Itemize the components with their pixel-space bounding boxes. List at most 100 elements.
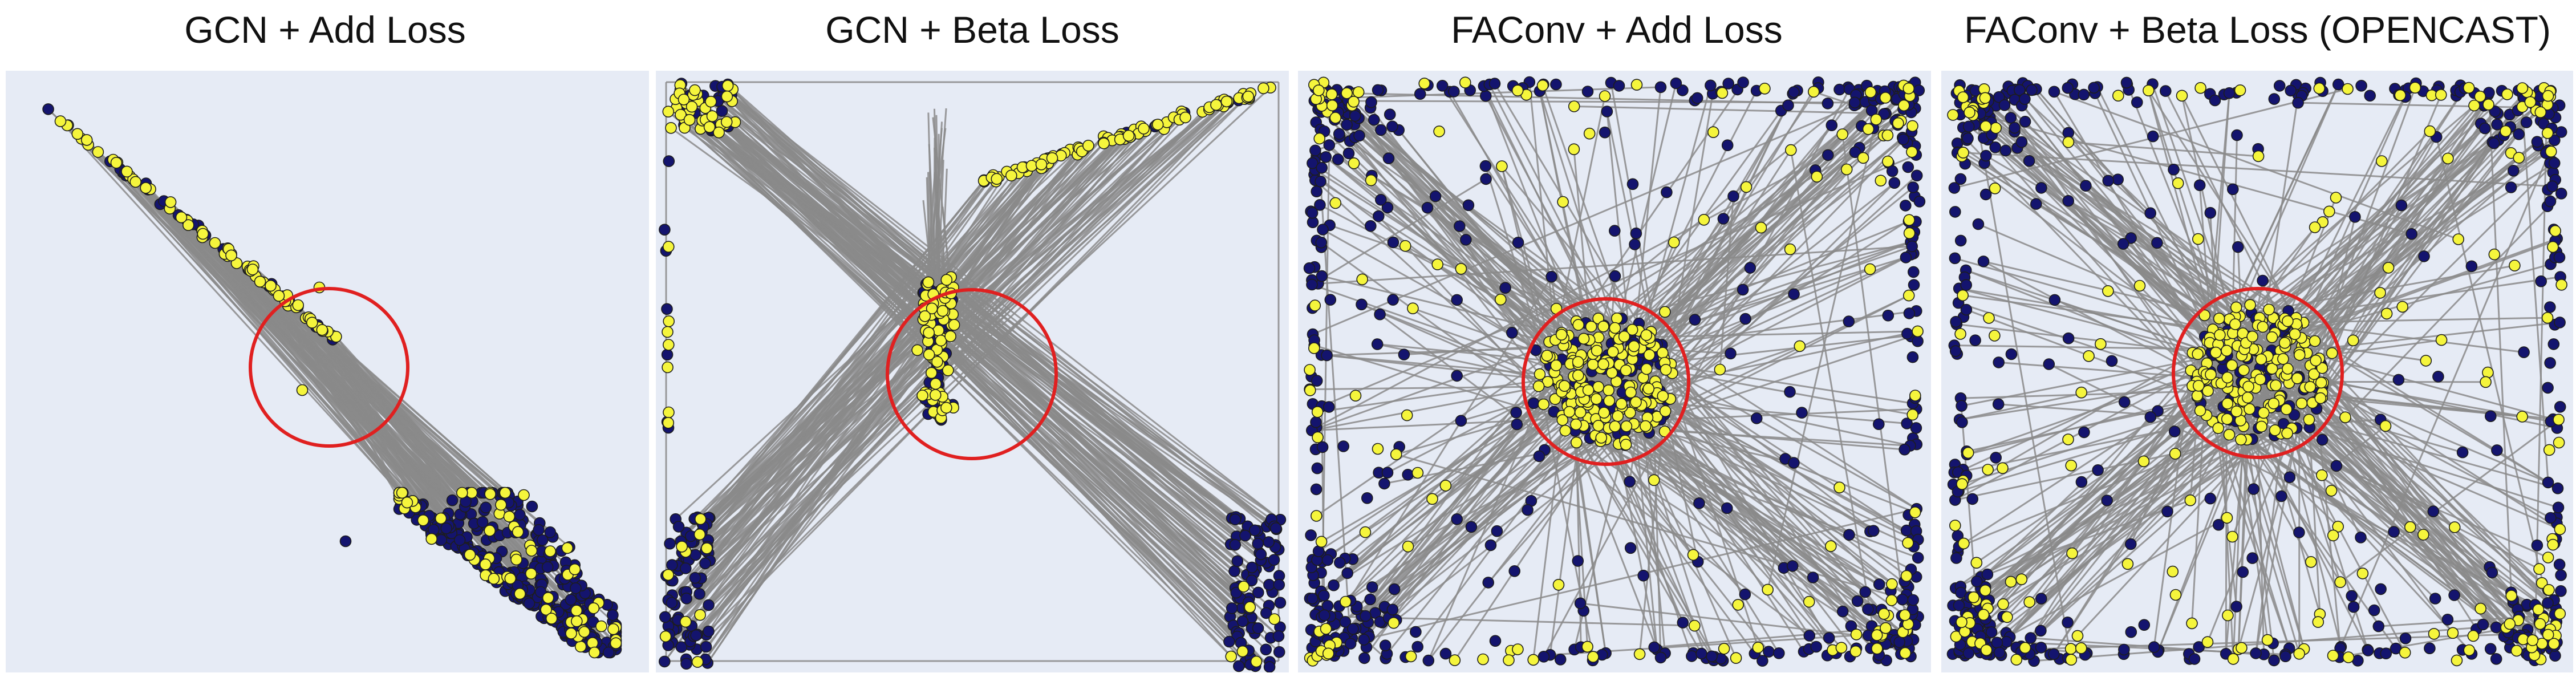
highlight-circle — [886, 288, 1058, 460]
graph-node-dark — [2405, 228, 2418, 240]
graph-node-dark — [1954, 234, 1967, 247]
graph-node-light — [936, 305, 949, 317]
graph-node-light — [1906, 146, 1918, 158]
graph-node-light — [1878, 607, 1890, 620]
graph-node-light — [1320, 623, 1332, 635]
graph-node-dark — [1910, 169, 1923, 182]
graph-node-dark — [2248, 483, 2260, 495]
graph-node-dark — [1374, 308, 1386, 321]
graph-node-dark — [1310, 416, 1322, 428]
graph-node-light — [1807, 86, 1820, 98]
graph-node-dark — [1608, 225, 1621, 237]
graph-node-dark — [1305, 529, 1317, 541]
graph-node-dark — [1886, 165, 1898, 177]
graph-node-light — [1759, 82, 1771, 95]
graph-node-dark — [2513, 128, 2525, 140]
graph-node-dark — [1365, 96, 1377, 108]
graph-node-light — [2554, 523, 2566, 536]
graph-edge — [2076, 381, 2315, 637]
graph-edge — [689, 119, 1246, 663]
graph-node-light — [2221, 512, 2233, 524]
graph-node-dark — [1344, 638, 1357, 650]
graph-node-dark — [2552, 501, 2565, 514]
graph-node-dark — [1998, 99, 2011, 111]
graph-node-light — [1220, 95, 1233, 108]
graph-node-light — [1568, 100, 1580, 112]
graph-node-light — [1698, 213, 1710, 226]
graph-node-light — [1615, 398, 1628, 410]
graph-edge — [1957, 151, 2553, 188]
graph-node-dark — [1554, 654, 1567, 666]
graph-node-dark — [1402, 468, 1414, 481]
graph-node-dark — [1788, 86, 1800, 98]
graph-node-light — [923, 327, 935, 339]
graph-node-dark — [2246, 552, 2258, 564]
graph-edge — [1641, 124, 1832, 353]
graph-node-dark — [1906, 351, 1919, 363]
graph-node-dark — [2151, 237, 2163, 249]
graph-edge — [1987, 499, 2191, 575]
graph-node-dark — [1324, 294, 1337, 306]
graph-node-light — [1811, 171, 1823, 183]
graph-node-dark — [514, 509, 526, 521]
graph-node-dark — [1648, 641, 1661, 654]
graph-node-light — [2547, 638, 2560, 650]
graph-node-light — [2230, 301, 2242, 314]
graph-node-light — [2327, 650, 2339, 662]
graph-node-dark — [2432, 370, 2444, 383]
graph-node-light — [2334, 576, 2347, 589]
graph-node-dark — [1315, 175, 1326, 188]
graph-edge — [1407, 433, 1619, 548]
graph-node-light — [942, 364, 954, 376]
graph-edge — [1532, 420, 1564, 660]
graph-node-light — [1898, 609, 1911, 621]
graph-node-dark — [2117, 238, 2129, 250]
nodes — [42, 103, 622, 659]
graph-node-dark — [2193, 179, 2206, 191]
graph-node-light — [1138, 123, 1150, 135]
graph-edge — [694, 112, 1280, 653]
graph-node-dark — [1993, 356, 2005, 368]
graph-node-dark — [1228, 565, 1240, 577]
graph-node-light — [2310, 354, 2322, 367]
graph-node-light — [2295, 397, 2308, 410]
graph-node-dark — [1260, 607, 1272, 619]
graph-node-light — [1236, 645, 1249, 658]
graph-node-light — [265, 279, 277, 292]
graph-node-light — [1603, 384, 1615, 396]
graph-node-dark — [1629, 238, 1641, 250]
graph-node-light — [1620, 420, 1633, 432]
graph-node-dark — [2518, 346, 2530, 358]
graph-node-dark — [2316, 433, 2328, 446]
graph-node-light — [2023, 596, 2035, 608]
graph-node-light — [2227, 653, 2240, 665]
graph-node-dark — [1356, 298, 1368, 311]
graph-node-light — [570, 615, 583, 627]
graph-node-dark — [480, 501, 492, 514]
graph-node-dark — [2542, 476, 2554, 489]
graph-node-dark — [1479, 90, 1492, 102]
graph-node-light — [1707, 126, 1719, 138]
graph-node-dark — [2230, 601, 2242, 613]
graph-node-dark — [1913, 196, 1926, 208]
graph-node-light — [2263, 303, 2275, 316]
graph-node-light — [2019, 642, 2031, 654]
graph-node-light — [2065, 654, 2078, 666]
graph-node-dark — [1422, 654, 1435, 667]
graph-node-dark — [2491, 444, 2503, 456]
graph-node-dark — [1246, 574, 1258, 587]
graph-node-light — [607, 623, 619, 635]
graph-edge — [1660, 408, 1917, 421]
graph-node-dark — [1993, 646, 2006, 659]
graph-node-dark — [699, 557, 711, 570]
graph-node-dark — [1512, 236, 1524, 249]
graph-edge — [1488, 84, 1616, 329]
graph-node-dark — [1954, 173, 1967, 185]
graph-node-dark — [1342, 147, 1355, 160]
graph-node-light — [2482, 98, 2494, 111]
graph-node-light — [1898, 99, 1910, 112]
graph-edge — [1664, 182, 1895, 364]
graph-edge — [1316, 107, 1916, 428]
graph-node-light — [610, 637, 622, 650]
graph-node-light — [2261, 634, 2274, 646]
